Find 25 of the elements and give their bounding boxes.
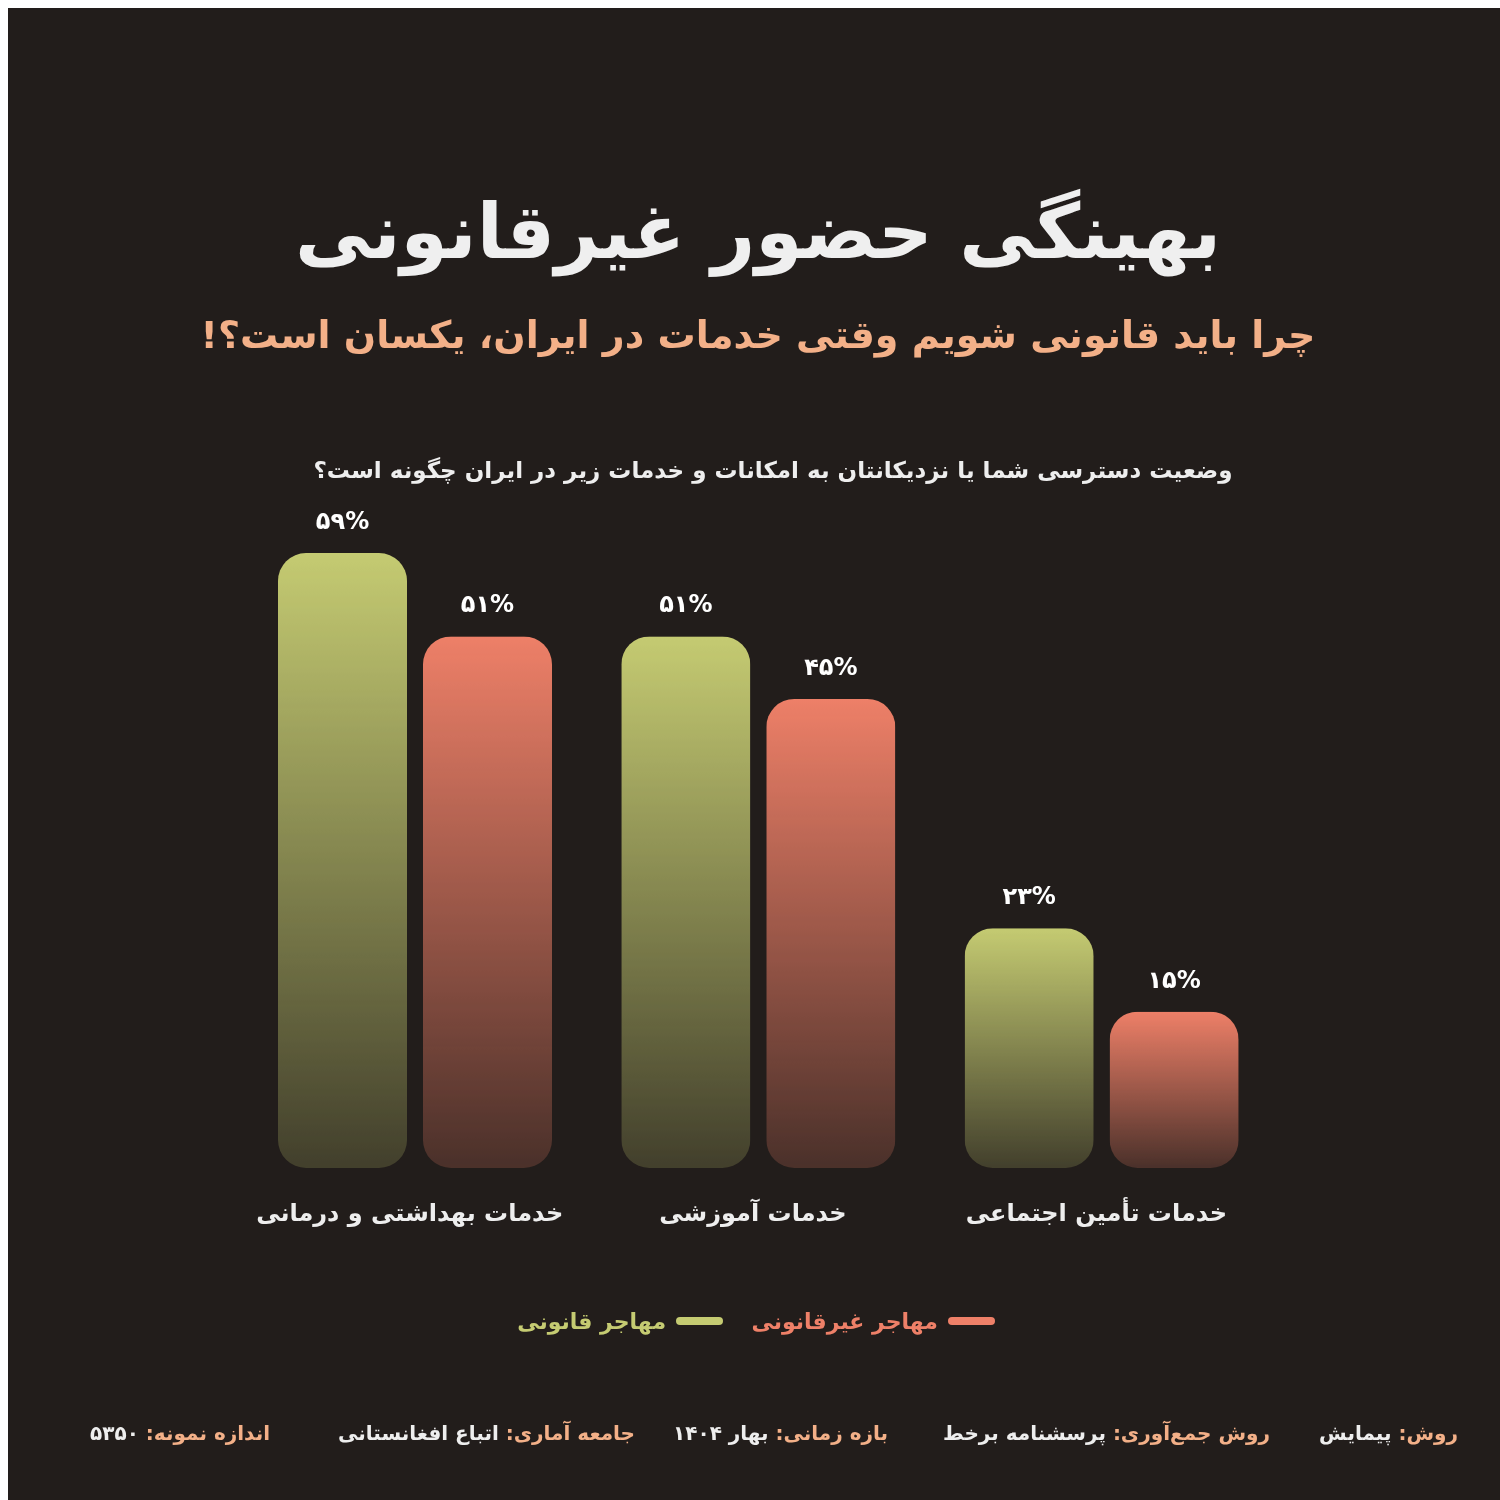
bar <box>1109 1011 1239 1168</box>
text: جامعه آماری: اتباع افغانستانی <box>338 1420 635 1445</box>
x-tick-label: خدمات بهداشتی و درمانی <box>256 1199 564 1227</box>
legend-label: مهاجر قانونی <box>517 1309 666 1335</box>
chart-subtitle: چرا باید قانونی شویم وقتی خدمات در ایران، یکسان است؟! <box>200 313 1316 358</box>
bar <box>621 636 751 1168</box>
bar <box>964 928 1094 1168</box>
bar <box>278 553 408 1168</box>
data-label: ۱۵% <box>1147 965 1201 994</box>
legend-label: مهاجر غیرقانونی <box>751 1309 938 1335</box>
data-label: ۲۳% <box>1002 882 1056 911</box>
data-label: ۵۱% <box>659 590 713 619</box>
text: وضعیت دسترسی شما یا نزدیکانتان به امکانات و خدمات زیر در ایران چگونه است؟ <box>313 457 1233 484</box>
data-label: ۵۱% <box>460 590 515 619</box>
x-tick-label: خدمات آموزشی <box>659 1198 847 1227</box>
text: روش: پیمایش <box>1319 1421 1458 1446</box>
bar <box>766 698 896 1168</box>
bar <box>422 636 552 1168</box>
data-label: ۴۵% <box>804 652 858 681</box>
data-label: ۵۹% <box>315 507 370 535</box>
text: روش جمع‌آوری: پرسشنامه برخط <box>943 1420 1270 1446</box>
x-tick-label: خدمات تأمین اجتماعی <box>965 1197 1227 1227</box>
chart-title: بهینگی حضور غیرقانونی <box>295 187 1221 277</box>
text: بازه زمانی: بهار ۱۴۰۴ <box>673 1421 888 1445</box>
text: اندازه نمونه: ۵۳۵۰ <box>90 1421 270 1445</box>
